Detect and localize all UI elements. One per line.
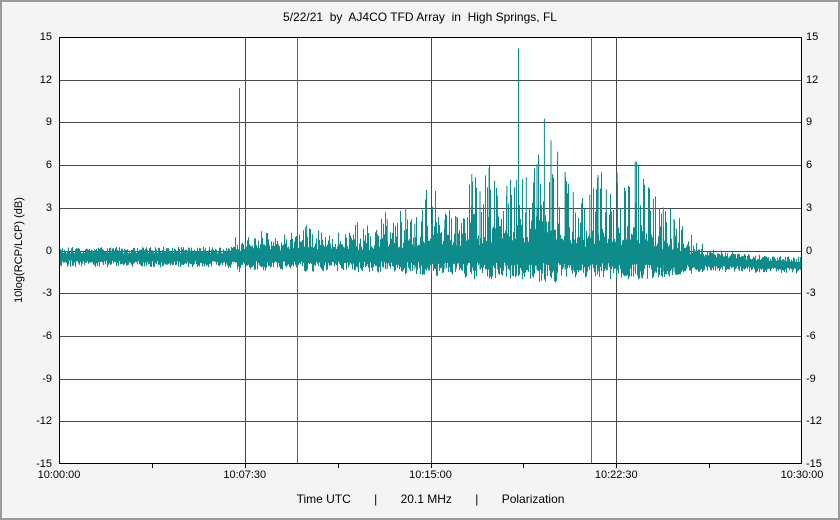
plot-svg (59, 37, 802, 468)
interference-spike-path (239, 37, 592, 464)
chart-title: 5/22/21 by AJ4CO TFD Array in High Sprin… (283, 10, 557, 24)
x-axis-caption: Time UTC | 20.1 MHz | Polarization (296, 492, 565, 506)
x-tick-label: 10:07:30 (223, 469, 267, 481)
x-tick-label: 10:00:00 (37, 469, 81, 481)
y-tick-label: 6 (806, 159, 813, 172)
y-tick-label: 15 (806, 31, 819, 43)
y-tick-label: 3 (806, 201, 813, 214)
signal-path (59, 118, 802, 283)
y-tick-label: -15 (806, 458, 822, 470)
y-tick-label: 0 (45, 244, 52, 257)
y-tick-label: 15 (39, 31, 52, 43)
y-tick-label: -6 (42, 329, 52, 342)
x-minor-ticks (152, 464, 710, 468)
x-tick-label: 10:30:00 (780, 469, 824, 481)
y-tick-label: 9 (806, 116, 813, 129)
y-tick-label: 0 (806, 244, 813, 257)
y-tick-label: -15 (36, 458, 52, 470)
y-tick-label: -6 (806, 329, 816, 342)
y-tick-label: 9 (45, 116, 52, 129)
y-tick-label: -3 (42, 287, 52, 300)
y-tick-label: -3 (806, 287, 816, 300)
plot-area (59, 37, 802, 468)
y-tick-label: -9 (42, 372, 52, 385)
x-tick-label: 10:15:00 (409, 469, 452, 481)
y-tick-label: 3 (45, 201, 52, 214)
y-tick-label: 6 (45, 159, 52, 172)
y-tick-label: 12 (39, 73, 52, 86)
y-tick-label: -9 (806, 372, 816, 385)
y-tick-label: 12 (806, 73, 819, 86)
y-tick-label: -12 (36, 415, 52, 428)
y-tick-label: -12 (806, 415, 822, 428)
x-tick-label: 10:22:30 (594, 469, 638, 481)
plot-frame (59, 37, 802, 464)
